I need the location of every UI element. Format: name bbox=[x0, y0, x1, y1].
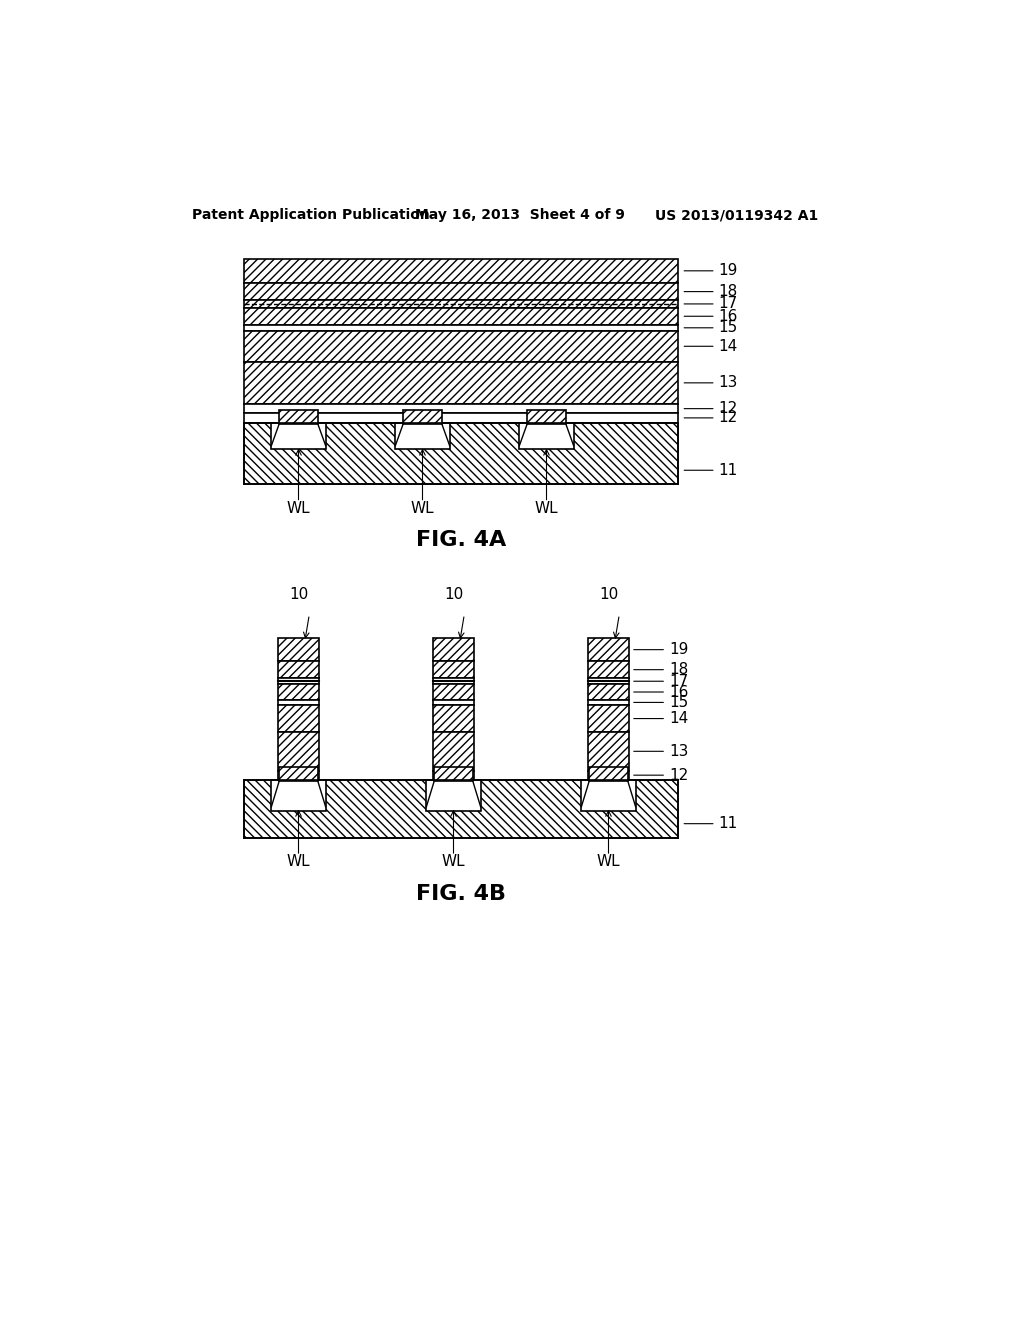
Bar bbox=[519, 422, 573, 449]
Bar bbox=[589, 678, 629, 684]
Bar bbox=[433, 700, 474, 705]
Bar bbox=[433, 661, 474, 678]
Bar bbox=[245, 422, 678, 484]
Bar bbox=[279, 678, 318, 684]
Bar bbox=[589, 733, 629, 771]
Text: WL: WL bbox=[411, 502, 434, 516]
Bar bbox=[280, 411, 317, 424]
Bar bbox=[582, 780, 636, 810]
Text: 13: 13 bbox=[684, 375, 738, 391]
Bar bbox=[279, 700, 318, 705]
Bar bbox=[245, 300, 678, 308]
Text: US 2013/0119342 A1: US 2013/0119342 A1 bbox=[655, 209, 818, 223]
Bar bbox=[589, 700, 629, 705]
Text: 17: 17 bbox=[634, 673, 688, 689]
Bar bbox=[589, 638, 629, 661]
Bar bbox=[279, 705, 318, 733]
Bar bbox=[434, 767, 473, 781]
Text: FIG. 4A: FIG. 4A bbox=[416, 531, 507, 550]
Text: WL: WL bbox=[287, 854, 310, 870]
Bar bbox=[245, 780, 678, 837]
Bar bbox=[433, 705, 474, 733]
Text: 13: 13 bbox=[634, 743, 688, 759]
Text: 14: 14 bbox=[684, 339, 738, 354]
Text: 17: 17 bbox=[684, 297, 738, 312]
Bar bbox=[433, 684, 474, 700]
Bar bbox=[589, 705, 629, 733]
Bar bbox=[395, 422, 450, 449]
Bar bbox=[245, 284, 678, 300]
Text: 16: 16 bbox=[684, 309, 738, 323]
Text: 15: 15 bbox=[634, 694, 688, 710]
Bar bbox=[245, 404, 678, 413]
Text: 15: 15 bbox=[684, 321, 738, 335]
Text: 11: 11 bbox=[684, 816, 738, 832]
Text: 19: 19 bbox=[634, 642, 688, 657]
Text: 11: 11 bbox=[684, 463, 738, 478]
Text: 18: 18 bbox=[684, 284, 738, 300]
Text: 19: 19 bbox=[684, 263, 738, 279]
Text: WL: WL bbox=[535, 502, 558, 516]
Bar bbox=[245, 325, 678, 331]
Bar bbox=[280, 767, 317, 781]
Bar bbox=[271, 422, 326, 449]
Bar bbox=[279, 684, 318, 700]
Bar bbox=[433, 733, 474, 771]
Bar bbox=[271, 780, 326, 810]
Text: 12: 12 bbox=[634, 768, 688, 783]
Bar bbox=[589, 771, 629, 780]
Bar bbox=[426, 780, 480, 810]
Bar bbox=[245, 259, 678, 284]
Bar bbox=[433, 678, 474, 684]
Bar bbox=[245, 331, 678, 362]
Bar bbox=[245, 362, 678, 404]
Text: 10: 10 bbox=[289, 587, 308, 602]
Bar bbox=[279, 733, 318, 771]
Text: WL: WL bbox=[441, 854, 465, 870]
Text: WL: WL bbox=[597, 854, 621, 870]
Text: FIG. 4B: FIG. 4B bbox=[416, 884, 506, 904]
Bar bbox=[433, 771, 474, 780]
Bar bbox=[589, 684, 629, 700]
Text: 10: 10 bbox=[443, 587, 463, 602]
Bar bbox=[403, 411, 442, 424]
Bar bbox=[589, 661, 629, 678]
Text: 18: 18 bbox=[634, 663, 688, 677]
Text: WL: WL bbox=[287, 502, 310, 516]
Text: 12: 12 bbox=[684, 411, 738, 425]
Text: 12: 12 bbox=[684, 401, 738, 416]
Text: May 16, 2013  Sheet 4 of 9: May 16, 2013 Sheet 4 of 9 bbox=[415, 209, 625, 223]
Bar bbox=[279, 661, 318, 678]
Bar bbox=[433, 638, 474, 661]
Text: 10: 10 bbox=[599, 587, 618, 602]
Text: Patent Application Publication: Patent Application Publication bbox=[191, 209, 429, 223]
Bar bbox=[589, 767, 628, 781]
Bar bbox=[245, 308, 678, 325]
Bar bbox=[245, 413, 678, 422]
Bar bbox=[527, 411, 566, 424]
Text: 16: 16 bbox=[634, 685, 688, 700]
Bar bbox=[279, 771, 318, 780]
Text: 14: 14 bbox=[634, 711, 688, 726]
Bar bbox=[279, 638, 318, 661]
